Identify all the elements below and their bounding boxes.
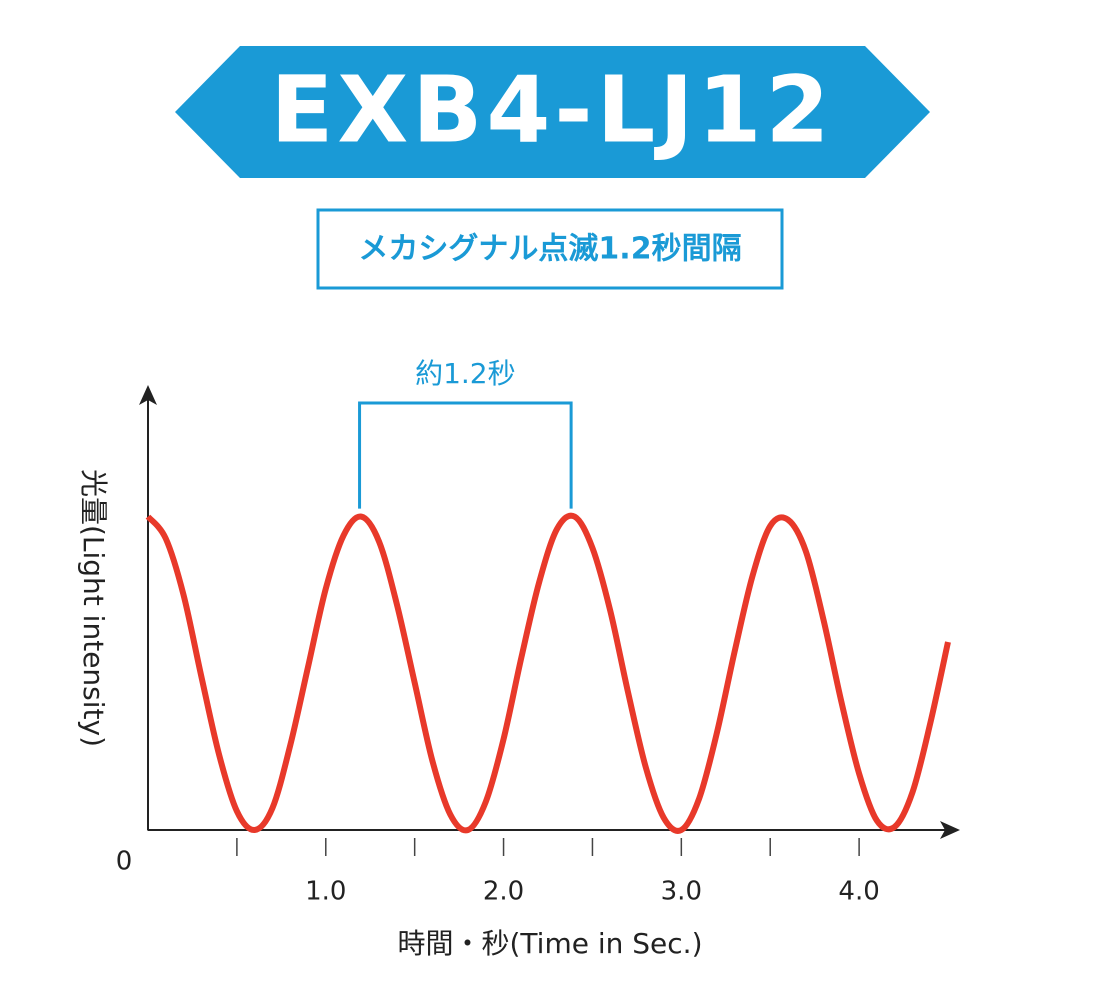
x-tick-label: 2.0 [483, 877, 524, 907]
title-banner [175, 46, 930, 178]
y-tick-label: 0 [116, 847, 133, 877]
annotation-label: 約1.2秒 [415, 357, 516, 390]
annotation-bracket [358, 401, 573, 509]
subtitle-box [316, 208, 784, 290]
y-axis-arrow [139, 385, 157, 405]
x-axis-arrow [940, 821, 960, 839]
subtitle: メカシグナル点滅1.2秒間隔 [358, 232, 741, 267]
y-axis-label: 光量(Light intensity) [77, 469, 110, 747]
x-tick-label: 4.0 [838, 877, 879, 907]
x-tick-label: 1.0 [305, 877, 346, 907]
x-tick-label: 3.0 [661, 877, 702, 907]
x-axis-label: 時間・秒(Time in Sec.) [398, 927, 703, 960]
chart-title: EXB4-LJ12 [271, 56, 834, 163]
line-series [145, 512, 951, 834]
